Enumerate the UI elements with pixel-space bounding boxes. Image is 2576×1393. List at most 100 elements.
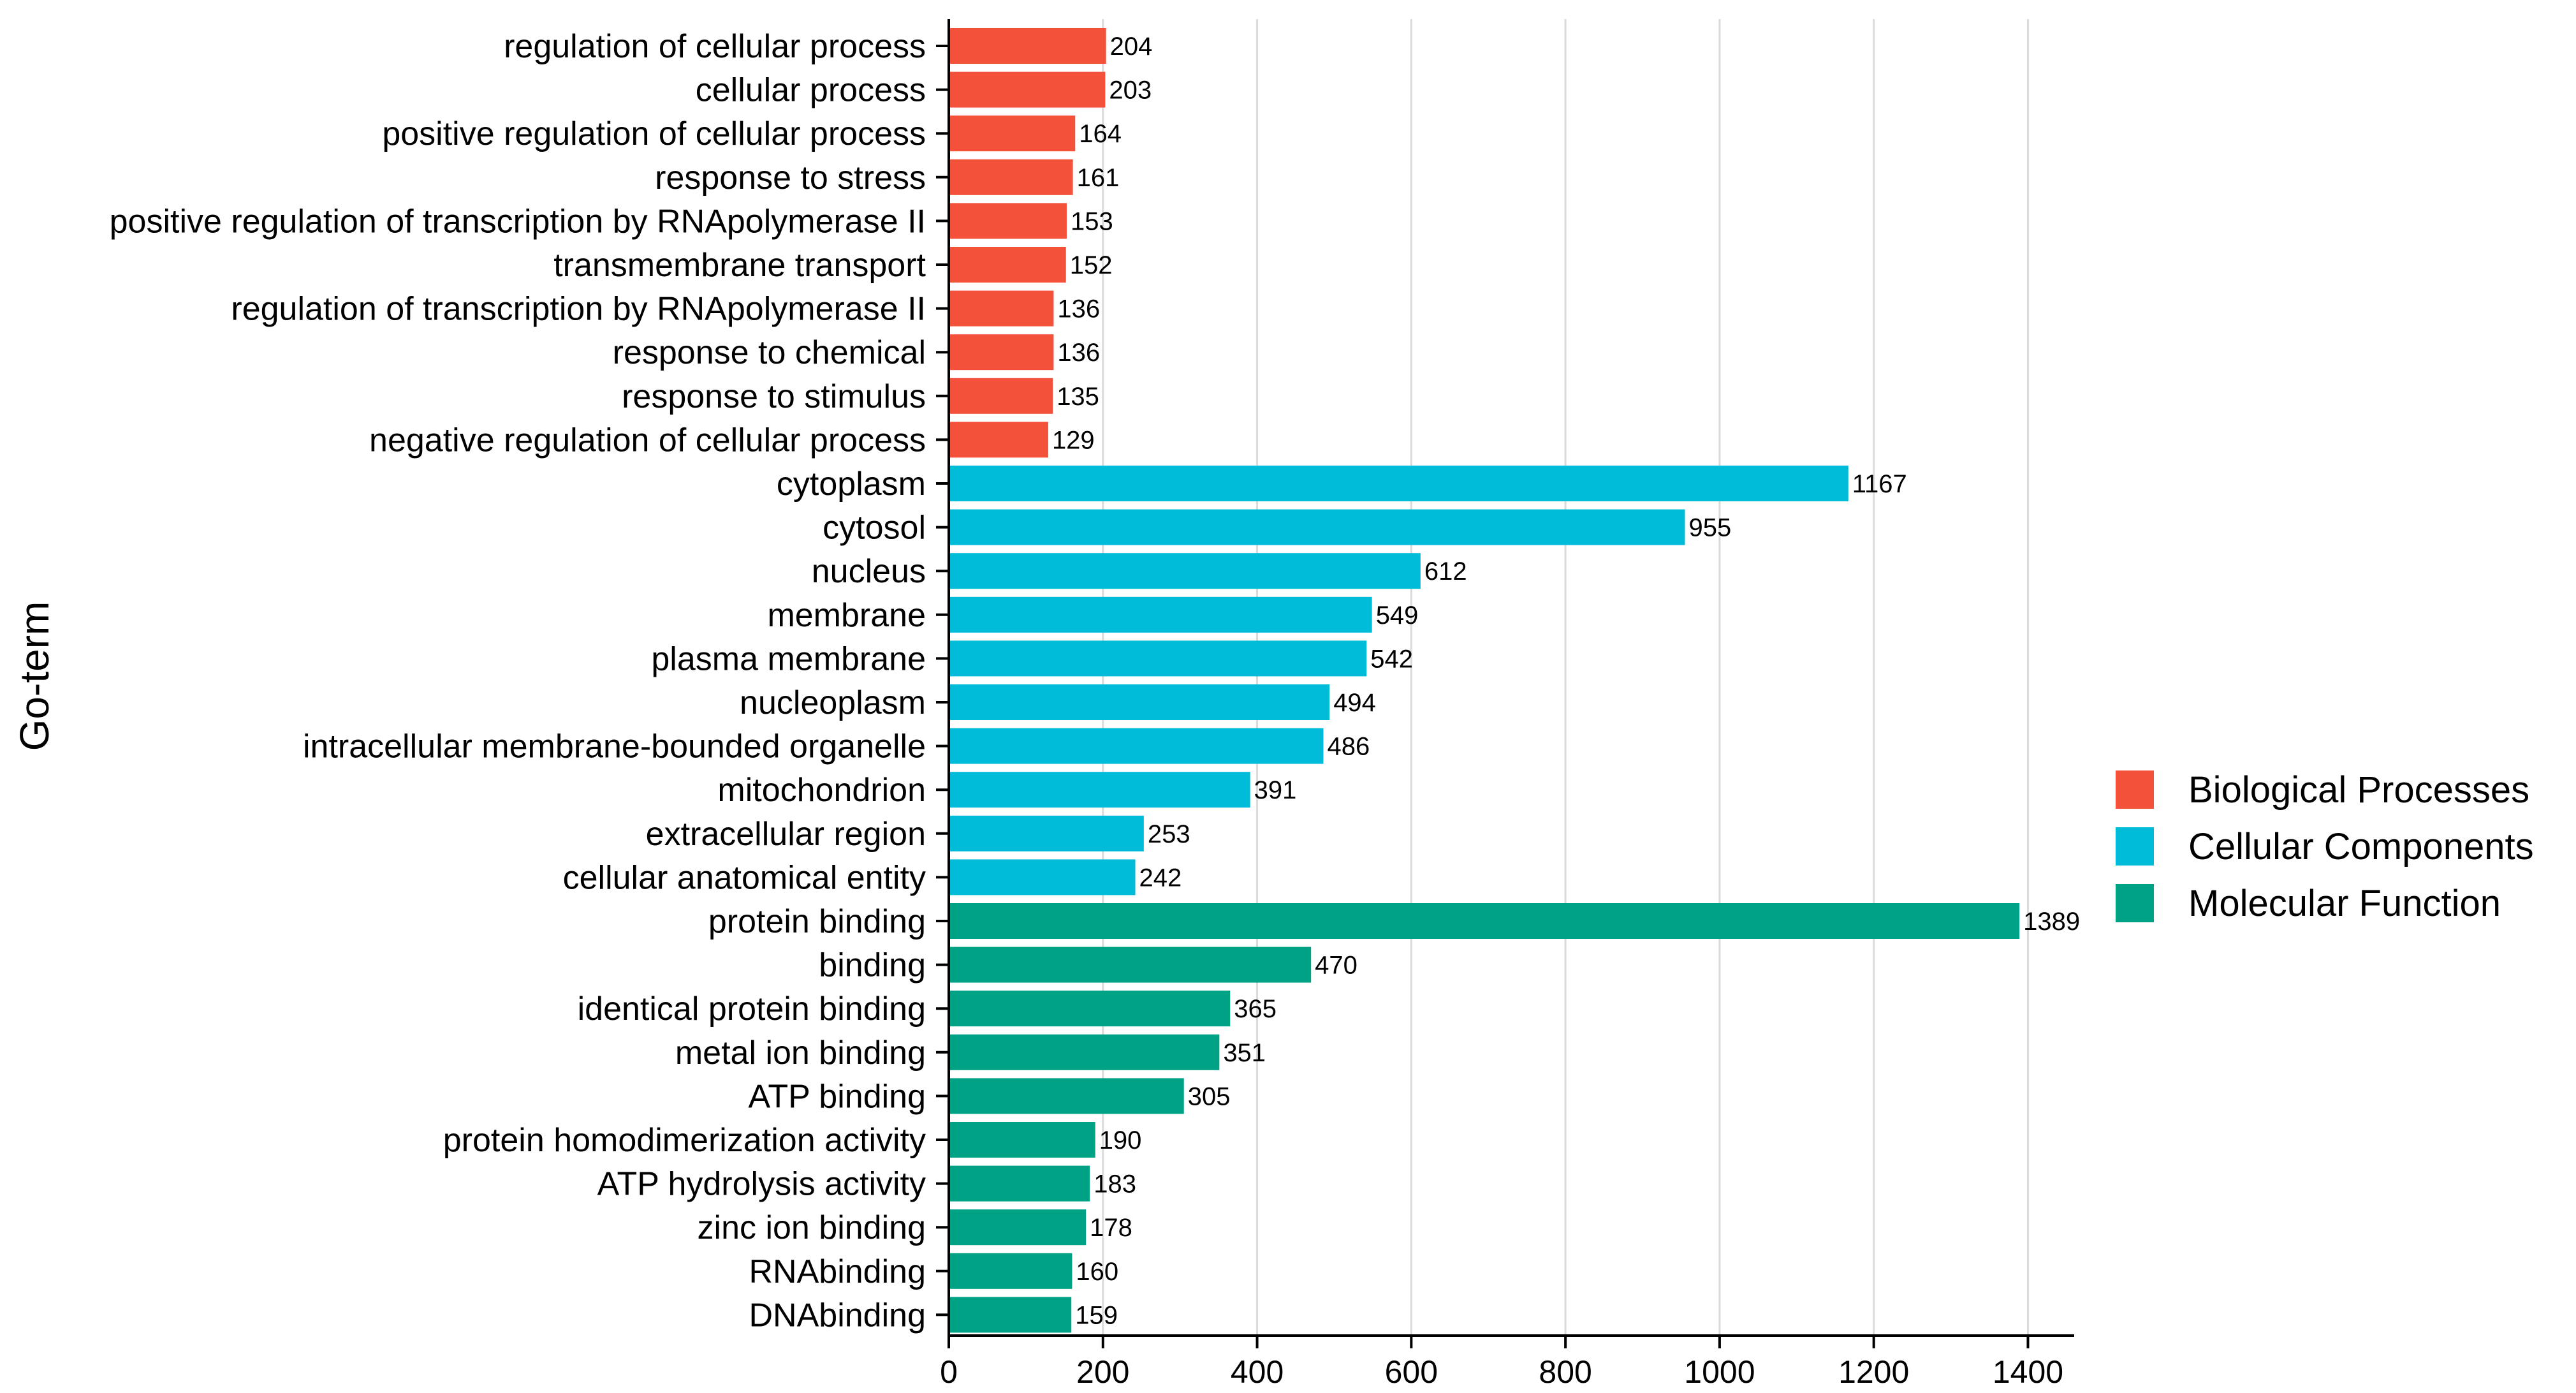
value-label-6: 136 [1057, 295, 1100, 323]
legend-swatch-2 [2116, 884, 2154, 922]
y-axis-title: Go-term [11, 601, 57, 751]
category-label-27: zinc ion binding [698, 1209, 926, 1246]
x-tick-label-400: 400 [1231, 1354, 1284, 1390]
value-label-1: 203 [1109, 77, 1152, 105]
category-label-9: negative regulation of cellular process [369, 422, 926, 459]
value-label-15: 494 [1333, 689, 1376, 717]
value-label-23: 351 [1223, 1039, 1266, 1067]
category-label-0: regulation of cellular process [504, 28, 926, 65]
value-label-0: 204 [1110, 33, 1153, 61]
value-label-14: 542 [1370, 645, 1413, 673]
x-tick-label-0: 0 [940, 1354, 958, 1390]
bar-18 [949, 815, 1144, 851]
bar-9 [949, 422, 1048, 458]
value-label-22: 365 [1234, 995, 1277, 1023]
bar-29 [949, 1297, 1072, 1333]
value-label-18: 253 [1148, 820, 1190, 848]
bar-19 [949, 859, 1136, 895]
value-label-16: 486 [1328, 733, 1370, 761]
value-label-24: 305 [1188, 1082, 1231, 1110]
category-label-1: cellular process [696, 72, 926, 109]
value-label-5: 152 [1070, 251, 1113, 279]
value-label-13: 549 [1376, 601, 1419, 630]
bar-11 [949, 509, 1685, 545]
category-label-7: response to chemical [613, 334, 926, 371]
category-label-11: cytosol [823, 510, 926, 547]
bar-10 [949, 466, 1848, 501]
bar-26 [949, 1165, 1090, 1202]
bar-2 [949, 115, 1076, 152]
value-label-19: 242 [1139, 864, 1182, 892]
bar-27 [949, 1209, 1087, 1246]
bar-5 [949, 247, 1066, 283]
bar-22 [949, 991, 1231, 1027]
category-label-5: transmembrane transport [553, 247, 926, 284]
category-label-3: response to stress [655, 159, 926, 196]
category-label-16: intracellular membrane-bounded organelle [303, 728, 926, 765]
value-label-12: 612 [1424, 557, 1467, 586]
bar-0 [949, 28, 1106, 64]
category-label-2: positive regulation of cellular process [382, 115, 926, 152]
bar-4 [949, 203, 1067, 239]
bar-3 [949, 159, 1073, 195]
x-tick-label-1200: 1200 [1838, 1354, 1909, 1390]
bar-25 [949, 1122, 1095, 1158]
category-label-29: DNAbinding [749, 1297, 926, 1334]
value-label-10: 1167 [1852, 470, 1907, 498]
category-label-24: ATP binding [749, 1078, 926, 1115]
value-label-26: 183 [1094, 1170, 1136, 1198]
bar-12 [949, 553, 1421, 589]
value-label-7: 136 [1057, 339, 1100, 367]
bar-20 [949, 903, 2020, 939]
value-label-8: 135 [1057, 383, 1099, 411]
x-tick-label-1400: 1400 [1993, 1354, 2063, 1390]
legend-swatch-0 [2116, 770, 2154, 809]
category-label-19: cellular anatomical entity [563, 859, 926, 896]
bar-13 [949, 596, 1372, 633]
category-label-4: positive regulation of transcription by … [110, 203, 926, 240]
bar-7 [949, 334, 1054, 371]
bar-15 [949, 684, 1330, 720]
category-label-25: protein homodimerization activity [443, 1122, 926, 1159]
bar-21 [949, 947, 1312, 983]
bar-14 [949, 640, 1367, 677]
bars [949, 28, 2020, 1333]
legend-label-0: Biological Processes [2188, 769, 2529, 811]
grid-lines [1102, 19, 2029, 1336]
bar-8 [949, 378, 1053, 414]
category-label-17: mitochondrion [717, 772, 926, 809]
value-label-27: 178 [1090, 1214, 1132, 1242]
bar-24 [949, 1078, 1184, 1114]
category-label-10: cytoplasm [777, 466, 926, 503]
bar-6 [949, 290, 1054, 327]
x-tick-label-600: 600 [1385, 1354, 1438, 1390]
category-label-20: protein binding [708, 903, 926, 940]
bar-16 [949, 728, 1324, 764]
category-label-22: identical protein binding [578, 991, 926, 1028]
bar-28 [949, 1253, 1072, 1289]
value-label-21: 470 [1315, 952, 1358, 980]
legend-label-2: Molecular Function [2188, 883, 2501, 924]
category-label-6: regulation of transcription by RNApolyme… [231, 291, 926, 328]
value-label-11: 955 [1689, 514, 1732, 542]
x-tick-label-800: 800 [1539, 1354, 1592, 1390]
bar-1 [949, 71, 1106, 108]
x-tick-label-1000: 1000 [1684, 1354, 1755, 1390]
category-label-8: response to stimulus [622, 378, 926, 415]
value-label-17: 391 [1254, 776, 1297, 804]
category-label-23: metal ion binding [675, 1035, 926, 1072]
category-label-12: nucleus [812, 553, 926, 590]
bar-23 [949, 1034, 1220, 1070]
legend-label-1: Cellular Components [2188, 826, 2534, 867]
category-label-21: binding [819, 947, 926, 984]
category-label-14: plasma membrane [651, 640, 926, 677]
category-label-28: RNAbinding [749, 1253, 926, 1290]
value-label-4: 153 [1071, 207, 1113, 235]
category-label-13: membrane [767, 597, 926, 634]
bar-17 [949, 772, 1250, 808]
value-label-20: 1389 [2023, 908, 2080, 936]
value-label-29: 159 [1075, 1301, 1118, 1329]
value-label-9: 129 [1052, 426, 1095, 454]
legend-swatch-1 [2116, 827, 2154, 866]
